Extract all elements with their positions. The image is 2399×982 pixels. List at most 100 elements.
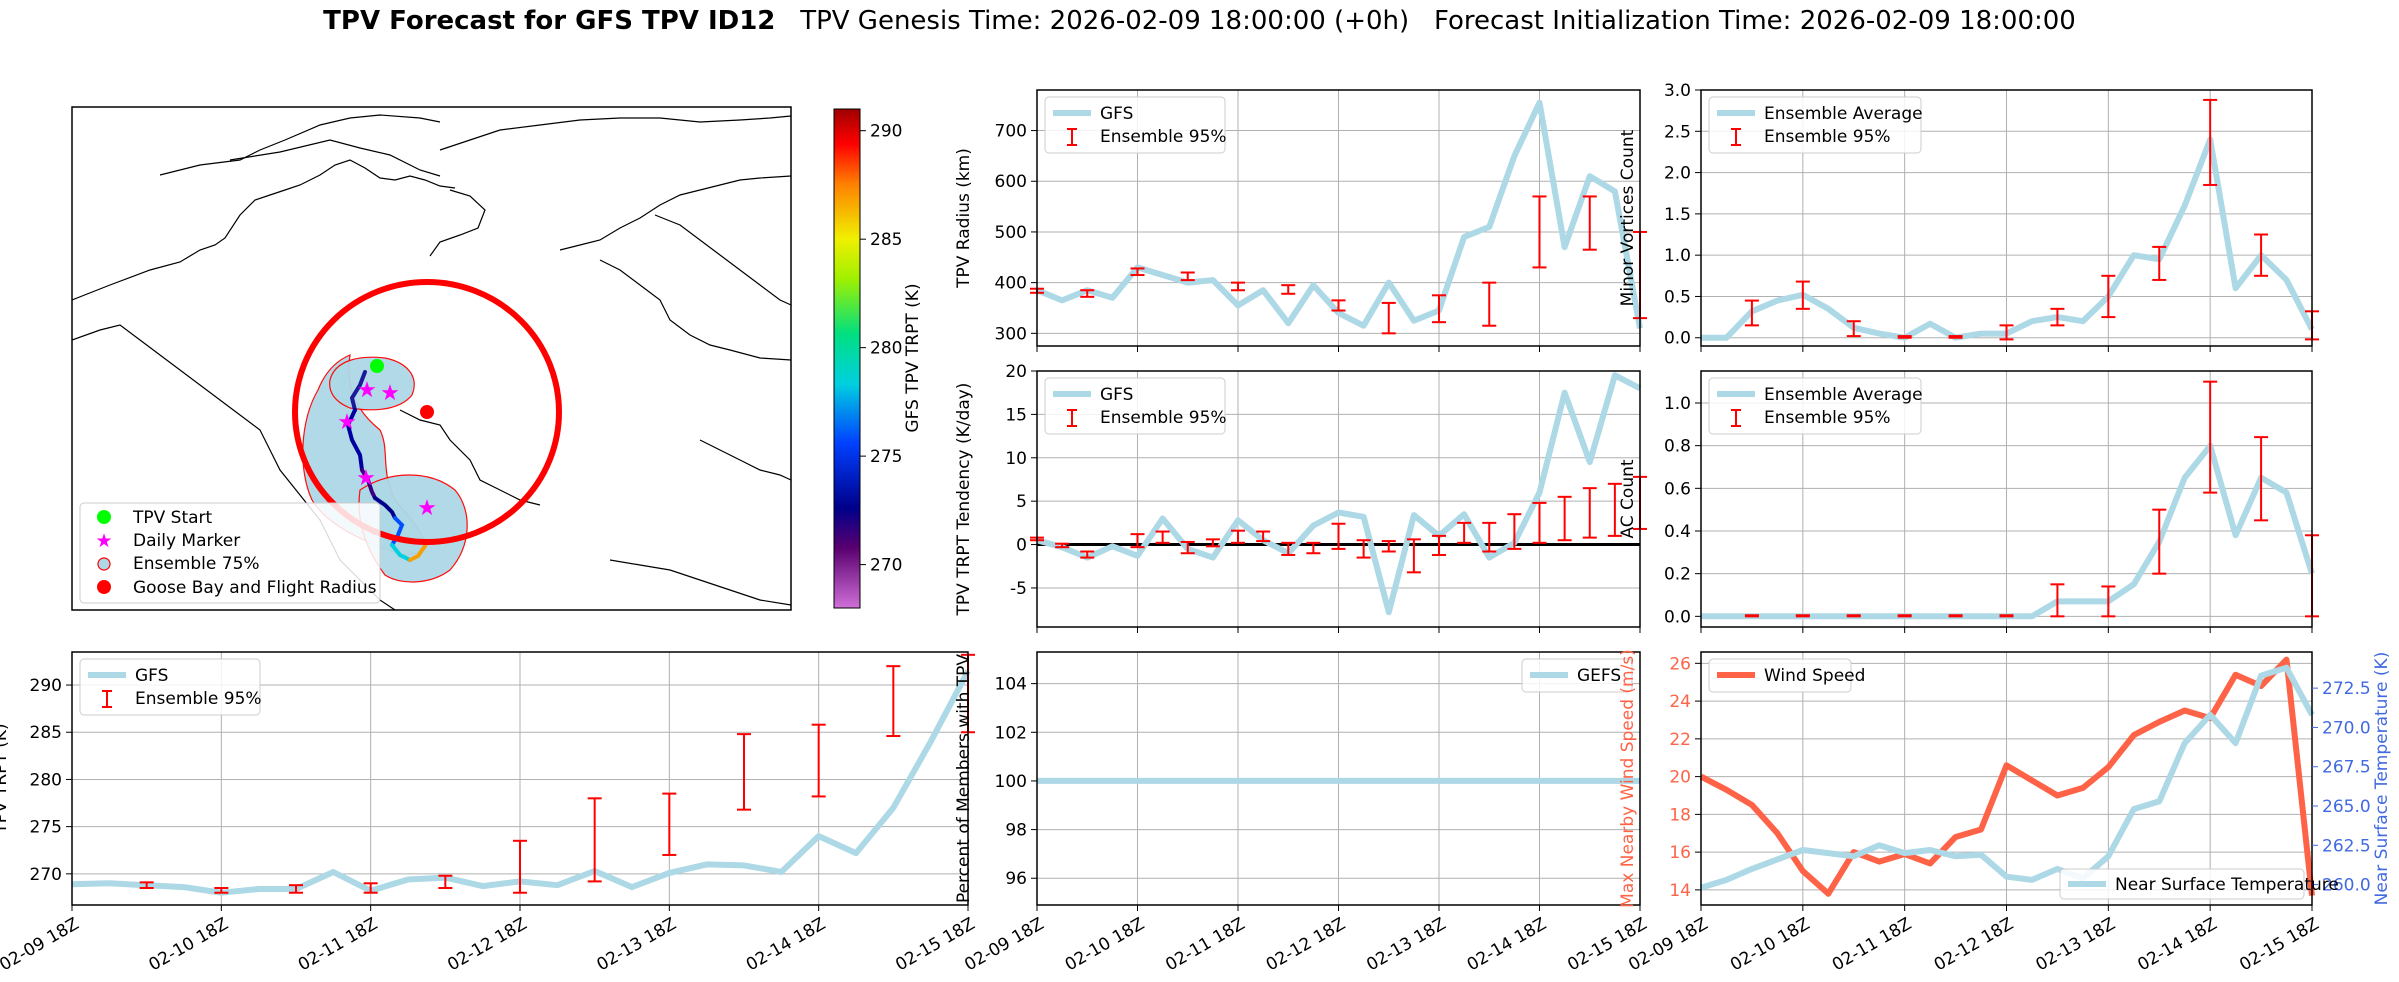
error-bar <box>1381 540 1396 553</box>
error-bar <box>2050 307 2065 327</box>
error-bar <box>1948 335 1963 339</box>
legend-label: GFS <box>1100 385 1133 405</box>
error-bar <box>1482 281 1497 327</box>
error-bar <box>1180 271 1195 282</box>
legend-label: Ensemble Average <box>1764 104 1923 124</box>
legend-ac: Ensemble Average Ensemble 95% <box>1708 377 1923 435</box>
map-coastlines <box>72 114 791 610</box>
y-tick-label: 1.0 <box>1664 246 1691 266</box>
error-bar <box>1205 538 1220 548</box>
x-tick-label: 02-12 18Z <box>444 914 530 975</box>
error-bar <box>438 874 453 890</box>
y-tick-label: 14 <box>1669 881 1691 901</box>
error-bar <box>2152 245 2167 281</box>
x-tick-label: 02-13 18Z <box>1363 914 1449 975</box>
error-bar <box>1256 530 1271 543</box>
y-tick-label: 0.4 <box>1664 522 1691 542</box>
error-bar <box>1532 501 1547 544</box>
legend-tpv-start-icon <box>97 510 111 524</box>
y-tick-label: 104 <box>995 675 1027 695</box>
svg-text:★: ★ <box>356 466 376 491</box>
error-bar <box>1582 487 1597 539</box>
y-tick-label: 3.0 <box>1664 81 1691 101</box>
legend-goose-bay-icon <box>97 580 111 594</box>
y-tick-label: 15 <box>1005 405 1027 425</box>
error-bar <box>1532 195 1547 269</box>
y-tick-label: -5 <box>1010 579 1027 599</box>
legend-label: GFS <box>135 666 168 686</box>
x-tick-label: 02-12 18Z <box>1931 914 2017 975</box>
y-tick-label-right: 270.0 <box>2322 718 2371 738</box>
error-bar <box>1080 289 1095 298</box>
goose-bay-marker <box>420 405 434 419</box>
legend-errorbar-icon <box>1731 409 1741 427</box>
figure-title: TPV Forecast for GFS TPV ID12 TPV Genesi… <box>0 6 2399 36</box>
y-tick-label: 22 <box>1669 730 1691 750</box>
y-tick-label: 0.6 <box>1664 479 1691 499</box>
series-line-near-surface-temperature <box>1700 664 2315 891</box>
legend-label: Ensemble 95% <box>135 689 262 709</box>
error-bar <box>1231 529 1245 544</box>
error-bar <box>214 887 229 894</box>
y-tick-label: 500 <box>995 223 1027 243</box>
x-tick-label: 02-15 18Z <box>2236 914 2322 975</box>
y-tick-label: 1.0 <box>1664 394 1691 414</box>
y-tick-label: 280 <box>30 770 62 790</box>
legend-label: GFS <box>1100 104 1133 124</box>
chart-wind: 14 16 18 20 22 24 26 Max Nearby Wind Speed (m/s… <box>1618 649 2392 975</box>
error-bar <box>2203 98 2218 186</box>
error-bar <box>1744 614 1759 618</box>
map-legend: TPV Start ★ Daily Marker Ensemble 75% Go… <box>79 502 381 604</box>
x-tick-label: 02-12 18Z <box>1263 914 1349 975</box>
x-tick-label: 02-11 18Z <box>1829 914 1915 975</box>
error-bar <box>1432 534 1446 556</box>
svg-text:★: ★ <box>357 378 377 403</box>
svg-text:★: ★ <box>417 496 437 521</box>
error-bar <box>1331 522 1346 550</box>
tpv-start-marker <box>370 359 384 373</box>
error-bar <box>1281 541 1296 556</box>
error-bar <box>1897 335 1912 339</box>
legend-label: Ensemble Average <box>1764 385 1923 405</box>
colorbar-tick-label: 285 <box>870 230 902 250</box>
y-tick-label: 0.8 <box>1664 437 1691 457</box>
error-bar <box>1795 280 1810 310</box>
y-axis-label: Max Nearby Wind Speed (m/s) <box>1618 649 1638 908</box>
legend-tendency: GFS Ensemble 95% <box>1044 377 1227 435</box>
error-bar <box>1356 539 1371 559</box>
y-tick-label: 96 <box>1005 869 1027 889</box>
y-tick-label: 26 <box>1669 654 1691 674</box>
x-tick-label: 02-14 18Z <box>2134 914 2220 975</box>
y-axis-label: TPV TRPT (K) <box>0 723 11 834</box>
tpv-track <box>345 370 427 562</box>
legend-box <box>1708 377 1922 435</box>
colorbar-tick-label: 275 <box>870 447 902 467</box>
series-line-gfs <box>1035 99 1643 329</box>
error-bar <box>1846 614 1861 618</box>
title-init: Forecast Initialization Time: 2026-02-09… <box>1433 6 2076 36</box>
legend-label: GEFS <box>1577 666 1621 686</box>
y-tick-label: 600 <box>995 172 1027 192</box>
colorbar-tick-label: 270 <box>870 556 902 576</box>
error-bar <box>1281 284 1296 295</box>
chart-trpt: 270 275 280 285 290 TPV TRPT (K) 02-09 18Z 02-1… <box>0 651 979 975</box>
legend-ensemble-75: Ensemble 75% <box>133 554 260 574</box>
y-tick-label: 2.0 <box>1664 164 1691 184</box>
y-tick-label: 98 <box>1005 821 1027 841</box>
legend-label: Near Surface Temperature <box>2115 875 2339 895</box>
colorbar-gradient <box>833 108 861 609</box>
colorbar-label: GFS TPV TRPT (K) <box>903 283 923 432</box>
y-tick-label: 0.5 <box>1664 287 1691 307</box>
error-bar <box>1744 299 1759 327</box>
legend-radius: GFS Ensemble 95% <box>1044 96 1227 154</box>
error-bar <box>811 723 826 798</box>
error-bar <box>139 881 154 890</box>
legend-label: Ensemble 95% <box>1764 408 1891 428</box>
colorbar-tick-label: 290 <box>870 122 902 142</box>
y-axis-label: Percent of Members with TPV <box>954 654 974 903</box>
chart-ac: 0.0 0.2 0.4 0.6 0.8 1.0 AC Count Ensemble Avera… <box>1618 370 2319 633</box>
error-bar <box>1306 541 1321 555</box>
legend-errorbar-icon <box>1731 128 1741 146</box>
y-tick-label-right: 267.5 <box>2322 758 2371 778</box>
series-line-gfs <box>1036 372 1642 616</box>
